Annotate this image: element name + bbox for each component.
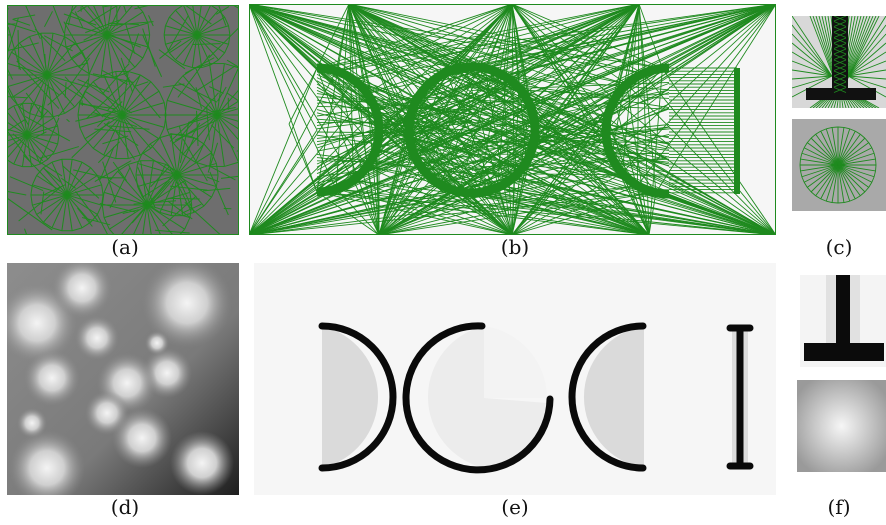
rendering-f-top [800,275,886,367]
grayscale-field-d [7,263,239,495]
caption-d: (d) [110,495,140,519]
panel-f-top-rendered [800,275,886,367]
caption-e: (e) [501,495,529,519]
dgci-rendering-e [254,263,776,495]
rendering-f-bottom [797,380,886,472]
mesh-triangulation-c-bottom [792,119,886,211]
panel-c-bottom-mesh [792,119,886,211]
mesh-triangulation-b [249,4,776,235]
mesh-triangulation-c-top [792,16,886,108]
caption-b: (b) [500,235,530,259]
panel-e-rendered [254,263,776,495]
panel-c-top-mesh [792,16,886,108]
caption-f: (f) [827,495,851,519]
caption-a: (a) [111,235,139,259]
panel-b-mesh [249,4,776,235]
panel-a-mesh [7,5,239,235]
panel-d-distance-field [7,263,239,495]
panel-f-bottom-rendered [797,380,886,472]
mesh-triangulation-a [7,5,239,235]
caption-c: (c) [825,235,853,259]
